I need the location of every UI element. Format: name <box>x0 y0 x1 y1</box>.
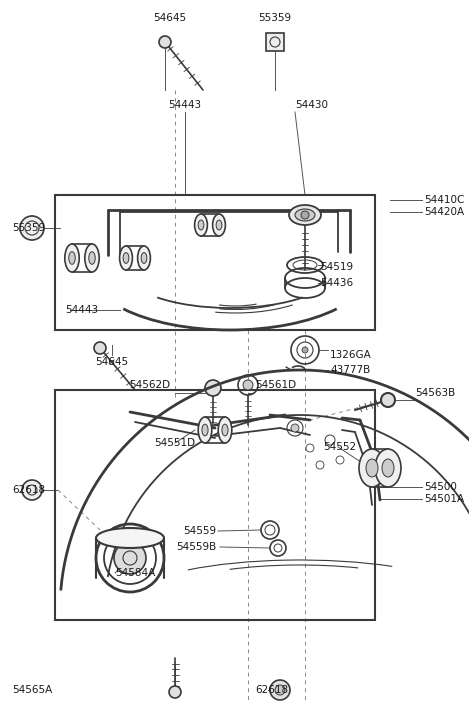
Circle shape <box>275 685 285 695</box>
Ellipse shape <box>195 214 207 236</box>
Ellipse shape <box>137 246 151 270</box>
Text: 54645: 54645 <box>95 357 129 367</box>
Bar <box>55 195 375 330</box>
Text: 54420A: 54420A <box>424 207 464 217</box>
Text: 54565A: 54565A <box>12 685 52 695</box>
Circle shape <box>291 424 299 432</box>
Text: 54430: 54430 <box>295 100 328 110</box>
Ellipse shape <box>359 449 385 487</box>
Text: 54563B: 54563B <box>415 388 455 398</box>
Ellipse shape <box>89 252 95 265</box>
Text: 54561D: 54561D <box>255 380 296 390</box>
Ellipse shape <box>218 417 232 443</box>
Text: 54519: 54519 <box>320 262 353 272</box>
Text: 54551D: 54551D <box>154 438 196 448</box>
Circle shape <box>381 393 395 407</box>
Text: 54559: 54559 <box>183 526 216 536</box>
Text: 54562D: 54562D <box>129 380 170 390</box>
Text: 43777B: 43777B <box>330 365 370 375</box>
Bar <box>266 33 284 51</box>
Ellipse shape <box>120 246 132 270</box>
Text: 54584A: 54584A <box>115 568 155 578</box>
Ellipse shape <box>222 424 228 436</box>
Text: 62618: 62618 <box>255 685 288 695</box>
Text: 55359: 55359 <box>258 13 292 23</box>
Bar <box>55 390 375 620</box>
Text: 54443: 54443 <box>168 100 202 110</box>
Circle shape <box>20 216 44 240</box>
Text: 54443: 54443 <box>65 305 98 315</box>
Text: 62618: 62618 <box>12 485 45 495</box>
Text: 55359: 55359 <box>12 223 45 233</box>
Circle shape <box>301 211 309 219</box>
Ellipse shape <box>202 424 208 436</box>
Text: 1326GA: 1326GA <box>330 350 372 360</box>
Ellipse shape <box>85 244 99 272</box>
Ellipse shape <box>96 528 164 548</box>
Ellipse shape <box>289 205 321 225</box>
Text: 54645: 54645 <box>153 13 187 23</box>
Circle shape <box>302 347 308 353</box>
Text: 54500: 54500 <box>424 482 457 492</box>
Circle shape <box>22 480 42 500</box>
Text: 54501A: 54501A <box>424 494 464 504</box>
Ellipse shape <box>141 252 147 263</box>
Ellipse shape <box>382 459 394 477</box>
Ellipse shape <box>198 417 212 443</box>
Ellipse shape <box>295 209 315 221</box>
Text: 54559B: 54559B <box>176 542 216 552</box>
Ellipse shape <box>123 252 129 263</box>
Ellipse shape <box>69 252 75 265</box>
Text: 54552: 54552 <box>324 442 356 452</box>
Circle shape <box>169 686 181 698</box>
Text: 54410C: 54410C <box>424 195 464 205</box>
Ellipse shape <box>375 449 401 487</box>
Ellipse shape <box>212 214 226 236</box>
Text: 54436: 54436 <box>320 278 353 288</box>
Circle shape <box>243 380 253 390</box>
Ellipse shape <box>65 244 79 272</box>
Circle shape <box>159 36 171 48</box>
Circle shape <box>114 542 146 574</box>
Circle shape <box>205 380 221 396</box>
Circle shape <box>270 680 290 700</box>
Ellipse shape <box>366 459 378 477</box>
Circle shape <box>94 342 106 354</box>
Ellipse shape <box>216 220 222 230</box>
Ellipse shape <box>198 220 204 230</box>
